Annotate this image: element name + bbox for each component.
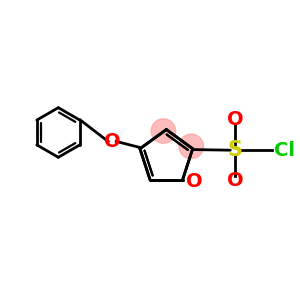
Text: O: O [186,172,203,191]
Text: O: O [227,171,243,190]
Text: S: S [227,140,242,160]
Text: O: O [227,110,243,129]
Circle shape [179,134,203,159]
Text: Cl: Cl [274,141,296,160]
Text: O: O [104,132,121,151]
Circle shape [151,119,176,143]
